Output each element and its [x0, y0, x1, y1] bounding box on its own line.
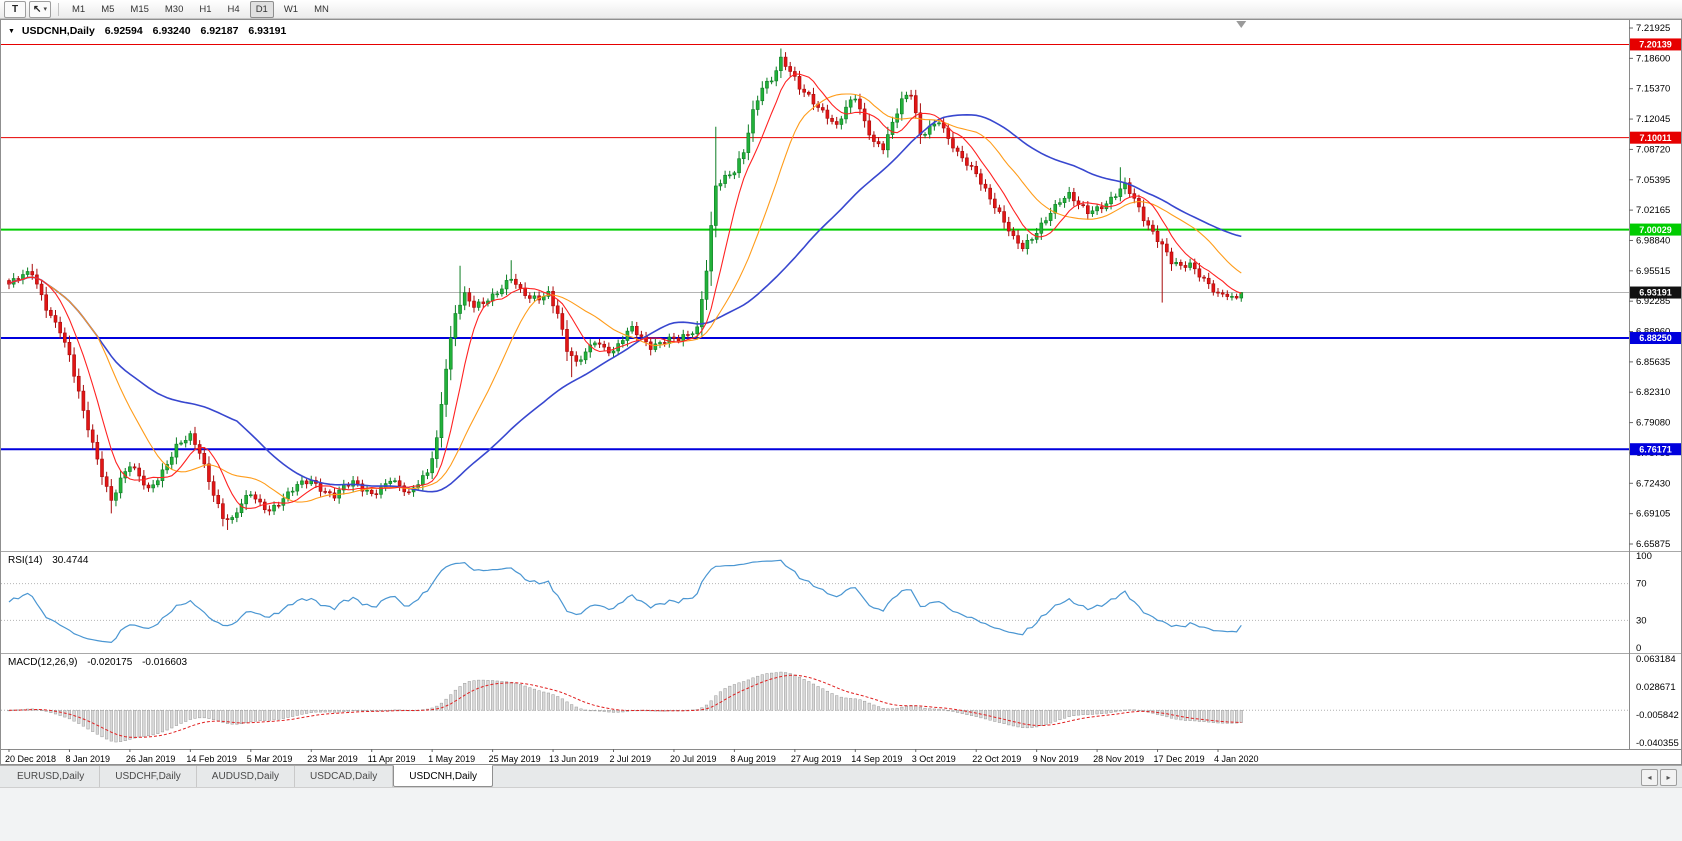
text-tool-label: T [11, 3, 19, 15]
price-level-badge: 6.76171 [1639, 444, 1672, 454]
candlesticks[interactable] [7, 48, 1244, 530]
price-tick-label: 6.69105 [1636, 509, 1670, 520]
chevron-down-icon: ▾ [43, 6, 47, 13]
tab-scroll-buttons: ◂ ▸ [1641, 769, 1677, 786]
toolbar-separator [58, 2, 59, 16]
date-tick-label: 23 Mar 2019 [307, 754, 358, 764]
macd-histogram [7, 671, 1243, 743]
cursor-tool-button[interactable]: ↖ ▾ [29, 0, 51, 18]
price-level-badge: 6.93191 [1639, 288, 1672, 298]
timeframe-buttons: M1 M5 M15 M30 H1 H4 D1 W1 MN [66, 0, 335, 18]
price-tick-label: 7.21925 [1636, 23, 1670, 34]
date-axis[interactable]: 20 Dec 2018 8 Jan 2019 26 Jan 2019 14 Feb 2… [5, 749, 1259, 764]
price-scale[interactable]: 7.21925 7.18600 7.15370 7.12045 7.08720 7.053… [1, 20, 1681, 750]
price-tick-label: 7.05395 [1636, 175, 1670, 186]
chart-shift-marker-icon[interactable] [1236, 21, 1247, 28]
date-tick-label: 11 Apr 2019 [368, 754, 416, 764]
macd-tick-label: 0.063184 [1636, 654, 1676, 665]
date-tick-label: 20 Dec 2018 [5, 754, 56, 764]
date-tick-label: 22 Oct 2019 [972, 754, 1021, 764]
chart-tabs: EURUSD,Daily USDCHF,Daily AUDUSD,Daily USDC… [0, 765, 1682, 788]
tab-usdcad-daily[interactable]: USDCAD,Daily [295, 766, 394, 787]
chart-window: 7.21925 7.18600 7.15370 7.12045 7.08720 7.053… [0, 19, 1682, 765]
date-tick-label: 5 Mar 2019 [247, 754, 293, 764]
date-tick-label: 27 Aug 2019 [791, 754, 842, 764]
chart-tab-bar: EURUSD,Daily USDCHF,Daily AUDUSD,Daily USDC… [0, 765, 1682, 841]
date-tick-label: 8 Jan 2019 [65, 754, 110, 764]
price-tick-label: 7.02165 [1636, 205, 1670, 216]
top-toolbar: T ↖ ▾ M1 M5 M15 M30 H1 H4 D1 W1 MN [0, 0, 1682, 19]
tab-scroll-left-button[interactable]: ◂ [1641, 769, 1658, 786]
price-tick-label: 6.92285 [1636, 296, 1670, 307]
date-tick-label: 8 Aug 2019 [730, 754, 776, 764]
date-tick-label: 14 Feb 2019 [186, 754, 237, 764]
macd-signal-line [8, 674, 1242, 738]
rsi-tick-label: 0 [1636, 643, 1641, 654]
price-tick-label: 6.79080 [1636, 418, 1670, 429]
tab-audusd-daily[interactable]: AUDUSD,Daily [197, 766, 296, 787]
price-level-badge: 7.20139 [1639, 40, 1672, 50]
rsi-tick-label: 30 [1636, 615, 1647, 626]
tab-usdcnh-daily[interactable]: USDCNH,Daily [393, 765, 494, 787]
price-level-badge: 7.10011 [1639, 133, 1671, 143]
rsi-tick-label: 100 [1636, 551, 1652, 562]
text-tool-button[interactable]: T [4, 0, 26, 18]
collapse-chart-icon[interactable]: ▼ [8, 28, 15, 35]
price-tick-label: 6.95515 [1636, 266, 1670, 277]
date-tick-label: 26 Jan 2019 [126, 754, 176, 764]
price-tick-label: 6.65875 [1636, 539, 1670, 550]
date-tick-label: 20 Jul 2019 [670, 754, 717, 764]
rsi-tick-label: 70 [1636, 579, 1647, 590]
price-tick-label: 6.72430 [1636, 478, 1670, 489]
date-tick-label: 14 Sep 2019 [851, 754, 902, 764]
timeframe-d1-button[interactable]: D1 [249, 0, 274, 18]
tab-scroll-right-button[interactable]: ▸ [1660, 769, 1677, 786]
date-tick-label: 28 Nov 2019 [1093, 754, 1144, 764]
rsi-line [8, 559, 1242, 644]
timeframe-mn-button[interactable]: MN [314, 3, 329, 15]
price-level-badge: 6.88250 [1639, 333, 1672, 343]
date-tick-label: 1 May 2019 [428, 754, 475, 764]
date-tick-label: 17 Dec 2019 [1154, 754, 1205, 764]
macd-tick-label: -0.005842 [1636, 710, 1679, 721]
horizontal-level-lines[interactable] [1, 43, 1629, 451]
timeframe-m5-button[interactable]: M5 [101, 3, 115, 15]
price-tick-label: 7.12045 [1636, 114, 1670, 125]
macd-tick-label: -0.040355 [1636, 738, 1679, 749]
macd-tick-label: 0.028671 [1636, 682, 1676, 693]
date-tick-label: 13 Jun 2019 [549, 754, 599, 764]
timeframe-m15-button[interactable]: M15 [130, 3, 149, 15]
moving-average-lines [8, 73, 1242, 509]
price-tick-label: 7.08720 [1636, 144, 1670, 155]
timeframe-m1-button[interactable]: M1 [72, 3, 86, 15]
rsi-pane[interactable]: 100 70 30 0 [1, 551, 1652, 654]
timeframe-h1-button[interactable]: H1 [199, 3, 212, 15]
date-tick-label: 3 Oct 2019 [912, 754, 956, 764]
date-tick-label: 2 Jul 2019 [610, 754, 652, 764]
price-tick-label: 7.15370 [1636, 84, 1670, 95]
price-tick-label: 6.85635 [1636, 357, 1670, 368]
date-tick-label: 25 May 2019 [489, 754, 541, 764]
price-chart-canvas[interactable]: 7.21925 7.18600 7.15370 7.12045 7.08720 7.053… [1, 20, 1681, 764]
price-tick-label: 6.82310 [1636, 387, 1670, 398]
cursor-arrow-icon: ↖ [33, 3, 42, 15]
timeframe-w1-button[interactable]: W1 [283, 3, 299, 15]
price-level-badge: 7.00029 [1639, 225, 1672, 235]
timeframe-h4-button[interactable]: H4 [227, 3, 240, 15]
timeframe-m30-button[interactable]: M30 [164, 3, 184, 15]
date-tick-label: 9 Nov 2019 [1033, 754, 1079, 764]
price-tick-label: 7.18600 [1636, 53, 1670, 64]
date-tick-label: 4 Jan 2020 [1214, 754, 1259, 764]
tab-usdchf-daily[interactable]: USDCHF,Daily [100, 766, 197, 787]
price-tick-label: 6.98840 [1636, 235, 1670, 246]
tab-eurusd-daily[interactable]: EURUSD,Daily [2, 766, 101, 787]
